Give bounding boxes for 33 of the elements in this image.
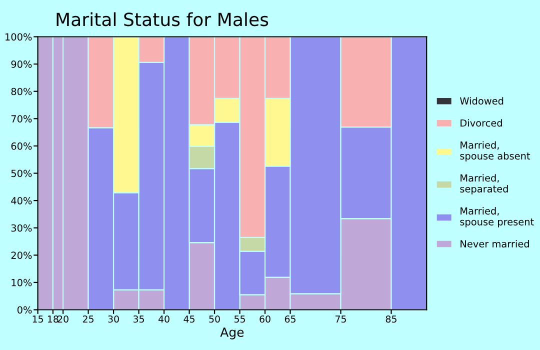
y-tick-label: 40%	[11, 197, 32, 204]
y-tick-label: 50%	[11, 170, 32, 178]
x-tick-label: 50	[209, 315, 220, 323]
legend-label: Never married	[460, 240, 529, 248]
x-tick-label: 40	[158, 315, 170, 323]
x-tick-label: 35	[134, 315, 144, 323]
y-tick-label: 70%	[11, 115, 32, 122]
y-tick-label: 80%	[11, 88, 32, 96]
legend-label: Married, spouse present	[460, 207, 534, 228]
y-tick-label: 60%	[11, 142, 32, 150]
legend-label: Divorced	[460, 119, 502, 127]
x-tick-label: 45	[184, 316, 194, 323]
x-tick-label: 25	[82, 315, 94, 323]
x-tick-label: 18	[48, 315, 58, 323]
x-tick-label: 30	[108, 315, 119, 323]
x-tick-label: 85	[386, 315, 396, 323]
chart-title: Marital Status for Males	[56, 12, 268, 26]
x-tick-label: 65	[284, 315, 296, 323]
legend-label: Widowed	[460, 97, 504, 105]
y-tick-label: 90%	[11, 60, 32, 68]
x-tick-label: 15	[32, 316, 43, 323]
x-axis-title: Age	[220, 328, 244, 340]
y-tick-label: 30%	[11, 224, 32, 232]
x-tick-label: 55	[234, 316, 245, 323]
x-tick-label: 75	[336, 316, 346, 323]
legend-label: Married, spouse absent	[460, 141, 530, 162]
legend-label: Married, separated	[460, 174, 508, 194]
y-tick-label: 20%	[11, 252, 32, 259]
y-tick-label: 10%	[12, 278, 32, 286]
x-tick-label: 20	[58, 315, 68, 323]
y-tick-label: 0%	[17, 306, 32, 314]
y-tick-label: 100%	[6, 33, 32, 41]
x-tick-label: 60	[260, 315, 270, 323]
